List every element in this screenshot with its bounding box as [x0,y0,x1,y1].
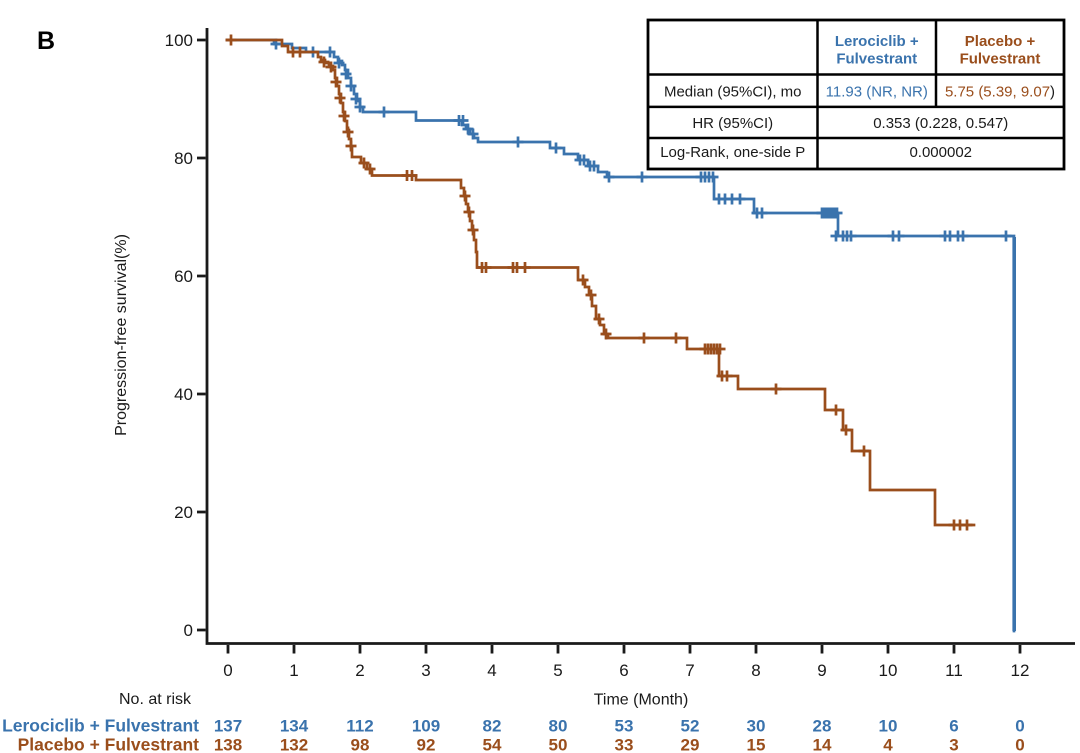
svg-text:5.75 (5.39, 9.07): 5.75 (5.39, 9.07) [945,84,1055,101]
svg-text:5: 5 [553,661,562,680]
svg-text:0: 0 [223,661,232,680]
svg-text:52: 52 [681,717,700,736]
svg-text:B: B [37,27,55,55]
svg-text:6: 6 [619,661,628,680]
svg-text:Log-Rank, one-side P: Log-Rank, one-side P [660,144,805,161]
svg-text:HR (95%CI): HR (95%CI) [692,115,773,132]
svg-text:33: 33 [615,736,634,753]
svg-text:Time (Month): Time (Month) [594,692,689,709]
svg-text:8: 8 [751,661,760,680]
svg-text:112: 112 [346,717,373,736]
svg-text:29: 29 [681,736,700,753]
svg-text:10: 10 [879,717,898,736]
svg-text:80: 80 [549,717,568,736]
svg-text:0: 0 [1015,717,1024,736]
svg-text:10: 10 [879,661,898,680]
svg-text:0: 0 [1015,736,1024,753]
svg-text:138: 138 [214,736,242,753]
svg-text:92: 92 [417,736,436,753]
svg-text:Progression-free survival(%): Progression-free survival(%) [113,234,130,436]
svg-text:98: 98 [351,736,370,753]
svg-text:82: 82 [483,717,502,736]
svg-text:7: 7 [685,661,694,680]
svg-text:80: 80 [174,149,193,168]
svg-text:100: 100 [165,31,193,50]
svg-text:134: 134 [280,717,309,736]
svg-text:40: 40 [174,385,193,404]
svg-text:3: 3 [949,736,958,753]
svg-text:0.353 (0.228, 0.547): 0.353 (0.228, 0.547) [873,115,1008,132]
svg-text:20: 20 [174,503,193,522]
svg-text:28: 28 [813,717,832,736]
svg-text:Lerociclib + Fulvestrant: Lerociclib + Fulvestrant [2,716,199,736]
svg-text:2: 2 [355,661,364,680]
svg-text:53: 53 [615,717,634,736]
svg-text:12: 12 [1011,661,1030,680]
svg-text:1: 1 [289,661,298,680]
svg-text:132: 132 [280,736,308,753]
svg-text:50: 50 [549,736,568,753]
svg-text:14: 14 [813,736,832,753]
svg-text:No. at risk: No. at risk [119,691,192,708]
svg-text:0.000002: 0.000002 [909,144,972,161]
svg-text:4: 4 [487,661,496,680]
svg-text:4: 4 [883,736,893,753]
svg-text:Placebo +: Placebo + [965,33,1036,50]
svg-text:Placebo + Fulvestrant: Placebo + Fulvestrant [18,735,200,753]
svg-text:0: 0 [184,621,193,640]
svg-text:3: 3 [421,661,430,680]
svg-text:Lerociclib +: Lerociclib + [835,33,919,50]
svg-text:11: 11 [945,661,963,680]
svg-text:60: 60 [174,267,193,286]
svg-text:Fulvestrant: Fulvestrant [836,51,917,68]
svg-text:11.93 (NR, NR): 11.93 (NR, NR) [826,84,928,101]
svg-text:9: 9 [817,661,826,680]
svg-text:Median (95%CI), mo: Median (95%CI), mo [664,84,802,101]
svg-text:30: 30 [747,717,766,736]
svg-text:137: 137 [214,717,242,736]
svg-text:15: 15 [747,736,766,753]
svg-text:Fulvestrant: Fulvestrant [960,51,1041,68]
svg-text:109: 109 [412,717,440,736]
svg-text:6: 6 [949,717,958,736]
svg-text:54: 54 [483,736,502,753]
